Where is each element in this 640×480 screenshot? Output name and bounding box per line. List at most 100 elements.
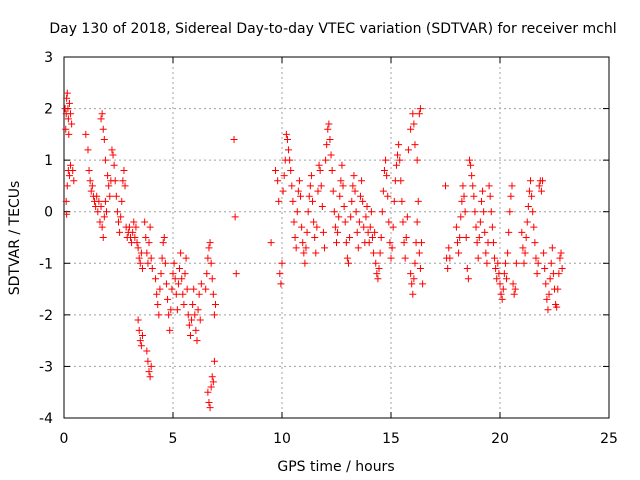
data-point-marker [409,110,417,118]
data-point-marker [99,125,107,133]
data-point-marker [472,223,480,231]
data-point-marker [62,197,70,205]
data-point-marker [171,275,179,283]
data-point-marker [70,177,78,185]
data-point-marker [508,182,516,190]
data-point-marker [117,213,125,221]
data-point-marker [82,130,90,138]
data-point-marker [358,177,366,185]
data-point-marker [231,213,239,221]
data-point-marker [291,234,299,241]
data-point-marker [165,311,173,319]
data-point-marker [476,218,484,226]
data-point-marker [184,311,192,319]
data-point-marker [206,239,214,247]
data-point-marker [135,326,143,334]
data-point-marker [469,182,477,190]
data-point-marker [283,136,291,144]
data-point-marker [411,259,419,267]
data-point-marker [521,249,529,257]
data-point-marker [67,110,75,118]
data-point-marker [353,228,361,236]
data-point-marker [461,208,469,216]
x-tick-label: 10 [273,431,291,447]
x-tick-label: 25 [600,431,618,447]
data-point-marker [364,228,372,236]
x-tick-label: 15 [382,431,400,447]
data-point-marker [312,249,320,257]
data-point-marker [133,239,141,247]
data-point-marker [173,306,181,314]
data-point-marker [179,290,187,298]
data-point-marker [134,316,142,324]
data-point-marker [146,373,154,381]
data-point-marker [475,234,483,241]
data-point-marker [170,259,178,267]
data-point-marker [141,218,149,226]
data-point-marker [194,306,202,314]
data-point-marker [416,264,424,272]
data-point-marker [145,239,153,247]
data-point-marker [458,197,466,205]
data-point-marker [355,218,363,226]
data-point-marker [87,187,95,195]
data-point-marker [212,301,220,309]
y-axis-ticks: -4 -3 -2 -1 0 1 2 3 [39,50,609,427]
data-point-marker [385,218,393,226]
data-point-marker [500,270,508,278]
data-point-marker [463,264,471,272]
data-point-marker [152,275,160,283]
data-point-marker [368,234,376,241]
data-point-marker [112,192,120,200]
data-point-marker [144,259,152,267]
data-point-marker [375,264,383,272]
grid-lines [64,57,609,418]
data-point-marker [377,234,385,241]
data-point-marker [356,192,364,200]
data-point-marker [301,259,309,267]
data-point-marker [121,182,129,190]
data-point-marker [113,208,121,216]
data-point-marker [352,208,360,216]
data-point-marker [541,264,549,272]
data-point-marker [210,357,218,365]
data-point-marker [457,213,465,221]
data-point-marker [415,249,423,257]
data-point-marker [414,197,422,205]
data-point-marker [340,203,348,211]
data-point-marker [185,321,193,329]
data-point-marker [334,228,342,236]
data-point-marker [498,295,506,303]
data-point-marker [473,239,481,247]
data-point-marker [392,161,400,169]
y-tick-label: 3 [44,50,53,66]
data-point-marker [116,228,124,236]
data-point-marker [110,161,118,169]
x-tick-label: 20 [491,431,509,447]
data-point-marker [98,223,106,231]
data-point-marker [343,254,351,262]
data-point-marker [510,290,518,298]
data-point-marker [188,316,196,324]
data-point-marker [98,110,106,118]
data-point-marker [528,192,536,200]
x-axis-ticks: 0 5 10 15 20 25 [60,57,618,447]
data-point-marker [65,99,73,107]
data-point-marker [362,213,370,221]
x-tick-label: 0 [60,431,69,447]
data-point-marker [205,399,213,407]
y-tick-label: -4 [39,411,53,427]
data-point-marker [378,208,386,216]
data-point-marker [512,259,520,267]
data-point-marker [337,177,345,185]
data-point-marker [339,182,347,190]
data-point-marker [325,120,333,128]
data-point-marker [132,223,140,231]
data-point-marker [300,249,308,257]
data-point-marker [315,161,323,169]
data-point-marker [147,362,155,370]
data-point-marker [327,151,335,159]
data-point-marker [503,275,511,283]
data-point-marker [462,234,470,241]
data-point-marker [118,197,126,205]
